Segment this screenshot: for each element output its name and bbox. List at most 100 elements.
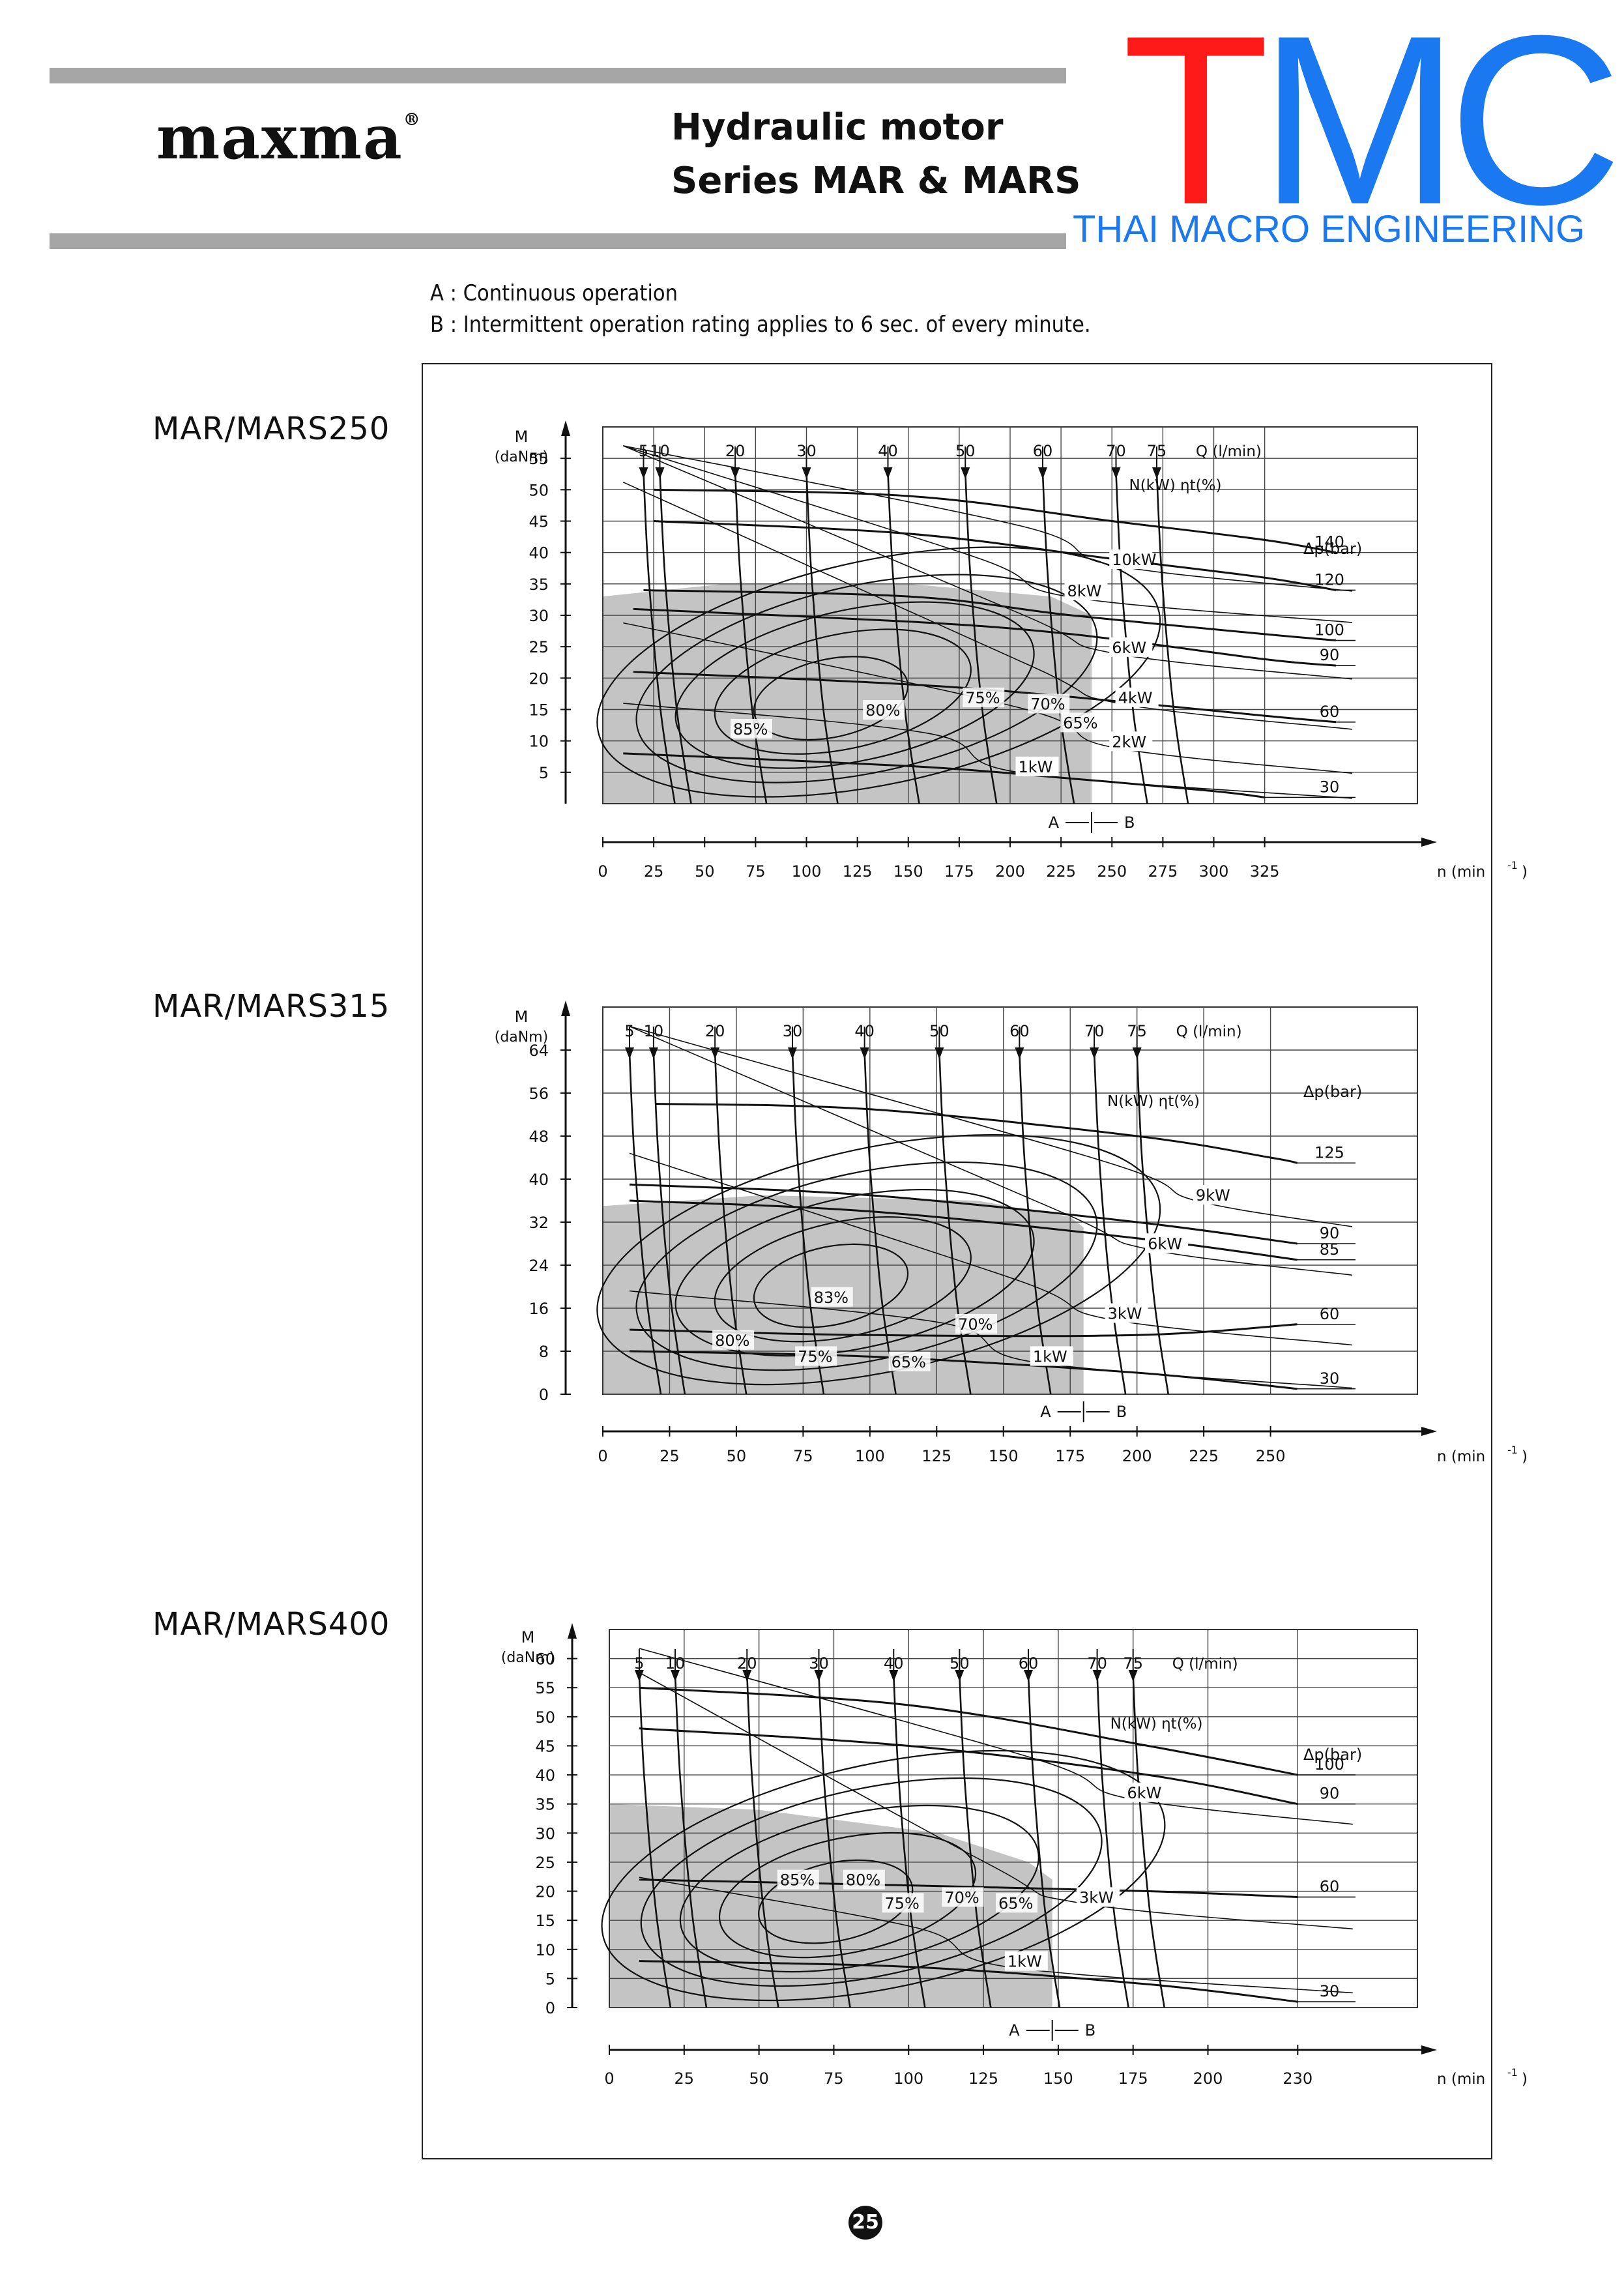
power-curve <box>622 445 1353 680</box>
flow-curve <box>964 472 998 804</box>
flow-arrow <box>1128 1670 1138 1682</box>
header-rule-bottom <box>50 233 1066 249</box>
page-number: 25 <box>848 2206 882 2240</box>
power-label: 2kW <box>1112 733 1146 751</box>
power-label-bg <box>1109 549 1153 569</box>
x-tick-label: 75 <box>824 2069 844 2088</box>
efficiency-label: 70% <box>1030 695 1065 714</box>
flow-curve <box>1132 1674 1165 2008</box>
flow-curve <box>959 1674 992 2008</box>
efficiency-curve <box>758 1859 914 1944</box>
y-tick-label: 50 <box>529 481 549 499</box>
x-tick-label: 25 <box>644 862 664 881</box>
pressure-line <box>629 1183 1298 1245</box>
q-axis-label: Q (l/min) <box>1176 1023 1242 1040</box>
y-tick-label: 55 <box>529 450 549 468</box>
zone-label-b: B <box>1116 1403 1127 1421</box>
tmc-logo-t: T <box>1122 0 1269 255</box>
y-axis-label: M <box>515 428 529 446</box>
y-axis-arrow <box>568 1623 577 1639</box>
power-label-bg <box>1109 637 1153 657</box>
power-label: 10kW <box>1112 551 1156 569</box>
x-axis-label-close: ) <box>1522 1448 1528 1465</box>
x-tick-label: 175 <box>1055 1447 1085 1465</box>
x-tick-label: 175 <box>1118 2069 1148 2088</box>
flow-curve <box>818 1674 851 2008</box>
x-tick-label: 175 <box>944 862 974 881</box>
flow-curve <box>1136 1052 1169 1395</box>
flow-arrow <box>889 1670 899 1682</box>
x-axis-label-exp: -1 <box>1507 2066 1518 2079</box>
power-label: 1kW <box>1033 1348 1067 1366</box>
y-tick-label: 35 <box>535 1796 555 1814</box>
power-efficiency-label: N(kW) ηt(%) <box>1110 1716 1203 1732</box>
pressure-line <box>629 1350 1298 1390</box>
y-tick-label: 25 <box>535 1854 555 1872</box>
power-label-bg <box>1030 1346 1073 1366</box>
y-tick-label: 5 <box>545 1970 555 1988</box>
zone-label-b: B <box>1124 813 1135 832</box>
efficiency-label: 85% <box>780 1871 815 1890</box>
continuous-zone <box>609 1804 1052 2008</box>
x-tick-label: 100 <box>893 2069 923 2088</box>
y-tick-label: 45 <box>529 513 549 531</box>
y-tick-label: 0 <box>539 1386 549 1404</box>
x-tick-label: 0 <box>598 1447 607 1465</box>
efficiency-curve <box>714 628 972 755</box>
x-tick-label: 50 <box>727 1447 747 1465</box>
x-tick-label: 150 <box>989 1447 1019 1465</box>
flow-arrow <box>860 1047 869 1059</box>
efficiency-label-bg <box>882 1893 924 1913</box>
x-tick-label: 225 <box>1046 862 1076 881</box>
pressure-label: 125 <box>1314 1143 1344 1162</box>
x-tick-label: 225 <box>1189 1447 1219 1465</box>
x-tick-label: 300 <box>1199 862 1229 881</box>
pressure-line <box>656 1103 1298 1164</box>
pressure-axis-label: Δp(bar) <box>1303 1083 1362 1101</box>
flow-curve <box>734 472 768 804</box>
q-axis-label: Q (l/min) <box>1172 1656 1238 1673</box>
efficiency-curve <box>674 601 1035 769</box>
power-label-bg <box>1124 1782 1168 1802</box>
pressure-label: 140 <box>1314 533 1344 551</box>
flow-arrow <box>935 1047 944 1059</box>
zone-label-a: A <box>1040 1403 1051 1421</box>
x-axis-label-close: ) <box>1522 2071 1528 2088</box>
efficiency-label: 85% <box>733 720 768 738</box>
power-curve <box>629 1025 1353 1276</box>
x-tick-label: 25 <box>660 1447 680 1465</box>
y-axis-unit: (daNm) <box>495 449 549 465</box>
q-axis-label: Q (l/min) <box>1196 443 1262 460</box>
efficiency-label: 75% <box>965 689 1000 707</box>
efficiency-label-bg <box>712 1330 755 1350</box>
efficiency-label-bg <box>996 1893 1038 1913</box>
x-axis-arrow <box>1421 1427 1437 1436</box>
efficiency-label: 75% <box>798 1348 832 1366</box>
flow-curve <box>887 472 920 804</box>
x-tick-label: 75 <box>793 1447 813 1465</box>
power-curve <box>629 1290 1353 1389</box>
power-curve <box>623 445 1353 592</box>
flow-curve <box>638 1674 672 2008</box>
power-curve <box>639 1877 1353 1994</box>
efficiency-curve <box>674 1188 1035 1357</box>
x-axis-label-exp: -1 <box>1507 1444 1518 1456</box>
efficiency-label: 83% <box>814 1289 848 1307</box>
power-label-bg <box>1109 731 1153 752</box>
y-tick-label: 45 <box>535 1737 555 1755</box>
power-label-bg <box>1115 687 1159 707</box>
power-label-bg <box>1064 581 1108 601</box>
flow-arrow <box>787 1047 797 1059</box>
x-axis-arrow <box>1421 2045 1437 2054</box>
header-rule-top <box>50 68 1066 83</box>
power-label: 1kW <box>1008 1953 1042 1971</box>
efficiency-curve <box>714 1216 972 1343</box>
x-tick-label: 150 <box>893 862 923 881</box>
efficiency-label-bg <box>1060 712 1103 733</box>
flow-arrow <box>1092 1670 1102 1682</box>
power-label: 4kW <box>1118 689 1153 707</box>
x-tick-label: 125 <box>968 2069 998 2088</box>
efficiency-label-bg <box>942 1887 984 1907</box>
power-label: 9kW <box>1196 1186 1230 1205</box>
